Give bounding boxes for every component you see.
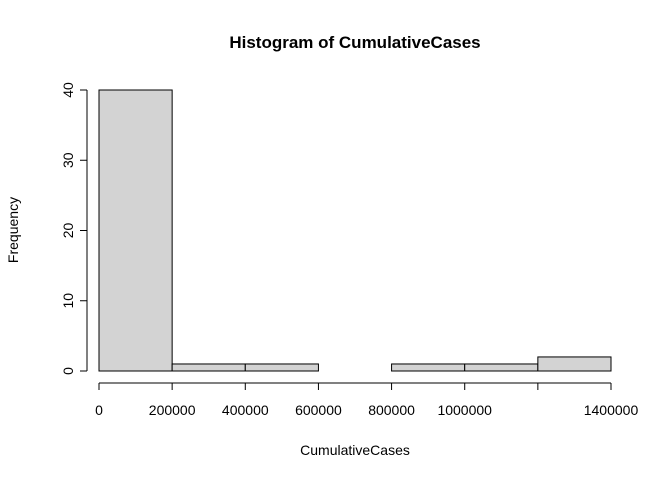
chart-title: Histogram of CumulativeCases — [229, 33, 480, 52]
x-tick-label: 1000000 — [437, 402, 492, 418]
x-tick-label: 800000 — [368, 402, 415, 418]
histogram-bar-1 — [171, 363, 246, 372]
x-tick-label: 0 — [95, 402, 103, 418]
x-tick-label: 200000 — [149, 402, 196, 418]
histogram-bar-6 — [537, 356, 612, 372]
y-tick-label: 0 — [60, 367, 76, 375]
histogram-bar-5 — [464, 363, 539, 372]
x-axis-label: CumulativeCases — [300, 442, 410, 458]
bars-group — [98, 89, 612, 372]
y-axis: 0 10 20 30 40 — [60, 82, 88, 375]
x-axis: 0 200000 400000 600000 800000 1000000 1400000 — [95, 382, 639, 418]
x-tick-label: 600000 — [295, 402, 342, 418]
histogram-bar-4 — [391, 363, 466, 372]
histogram-bar-0 — [98, 89, 173, 372]
y-tick-label: 20 — [60, 223, 76, 239]
histogram-bar-2 — [244, 363, 319, 372]
y-tick-label: 30 — [60, 152, 76, 168]
x-tick-label: 400000 — [222, 402, 269, 418]
y-axis-label: Frequency — [5, 197, 21, 263]
y-tick-label: 40 — [60, 82, 76, 98]
x-tick-label: 1400000 — [584, 402, 639, 418]
y-tick-label: 10 — [60, 293, 76, 309]
